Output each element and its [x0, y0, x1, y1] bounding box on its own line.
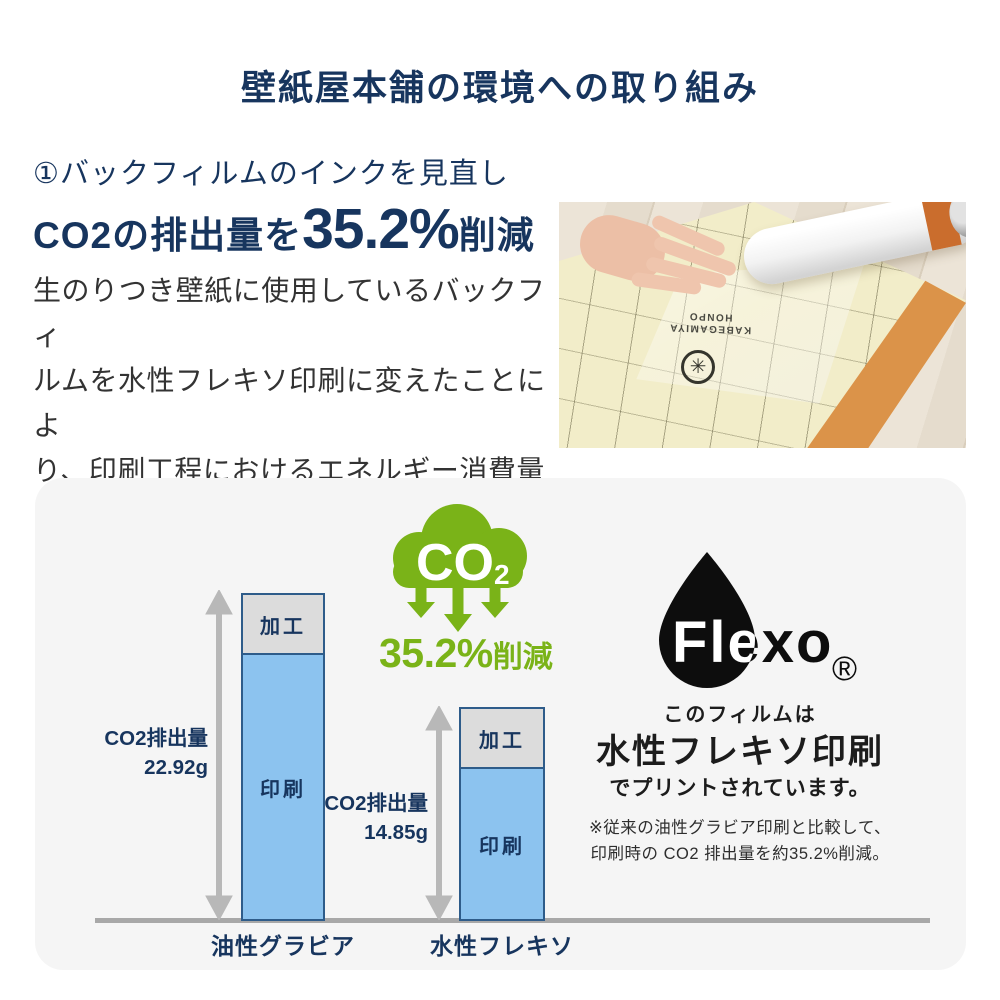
co2-headline-percentage: 35.2%: [302, 197, 460, 261]
reduction-text: 35.2% 削減: [379, 630, 553, 677]
flexo-wordmark-overlay: Flexo: [672, 610, 834, 675]
total-emission-label-left: CO2排出量 22.92g: [40, 724, 208, 782]
segment-label: 加工: [260, 615, 306, 638]
flexo-logo: Flexo Flexo ®: [659, 552, 857, 688]
reduction-percentage: 35.2%: [379, 630, 493, 676]
dimension-arrow-left: [205, 590, 233, 920]
segment-label: 加工: [479, 729, 525, 752]
co2-reduction-headline: CO2の排出量を 35.2% 削減: [33, 196, 535, 262]
emission-caption: CO2排出量: [104, 727, 208, 750]
registered-trademark-icon: ®: [832, 650, 857, 688]
bar-segment-processing: 加工: [461, 709, 543, 769]
paragraph-line: 生のりつき壁紙に使用しているバックフィ: [33, 275, 546, 351]
bar-segment-printing: 印刷: [461, 769, 543, 919]
bar-water-flexo: 加工 印刷: [459, 707, 545, 921]
product-photo: KABEGAMIYA HONPO ✳: [559, 202, 966, 448]
section-heading: ①バックフィルムのインクを見直し: [33, 158, 509, 190]
flexo-droplet-icon: [659, 552, 755, 688]
bar-segment-printing: 印刷: [243, 655, 323, 919]
flexo-wordmark: Flexo: [672, 610, 834, 675]
flexo-description-line1: このフィルムは: [663, 704, 817, 726]
bar-segment-processing: 加工: [243, 595, 323, 655]
page-title: 壁紙屋本舗の環境への取り組み: [240, 69, 759, 108]
flexo-footnote-line2: 印刷時の CO2 排出量を約35.2%削減。: [590, 845, 890, 863]
flexo-description-line2: 水性フレキソ印刷: [596, 733, 884, 771]
flexo-description-line3: でプリントされています。: [609, 777, 871, 800]
co2-cloud-icon: CO2: [393, 504, 527, 632]
category-label-oil-gravure: 油性グラビア: [211, 933, 355, 959]
flexo-footnote-line1: ※従来の油性グラビア印刷と比較して、: [588, 819, 891, 837]
co2-headline-suffix: 削減: [458, 215, 535, 256]
category-label-water-flexo: 水性フレキソ: [430, 933, 574, 959]
total-emission-label-right: CO2排出量 14.85g: [260, 789, 428, 847]
segment-label: 印刷: [479, 835, 525, 858]
emission-caption: CO2排出量: [324, 792, 428, 815]
reduction-suffix: 削減: [492, 641, 553, 674]
co2-headline-prefix: CO2の排出量を: [33, 215, 303, 256]
film-stamp-icon: ✳: [681, 349, 716, 384]
emission-value: 14.85g: [364, 821, 428, 844]
emission-value: 22.92g: [144, 756, 208, 779]
co2-cloud-text: CO2: [416, 534, 510, 592]
dimension-arrow-right: [425, 706, 453, 920]
segment-label: 印刷: [260, 778, 306, 801]
paragraph-line: ルムを水性フレキソ印刷に変えたことによ: [33, 365, 546, 441]
bar-oil-gravure: 加工 印刷: [241, 593, 325, 921]
